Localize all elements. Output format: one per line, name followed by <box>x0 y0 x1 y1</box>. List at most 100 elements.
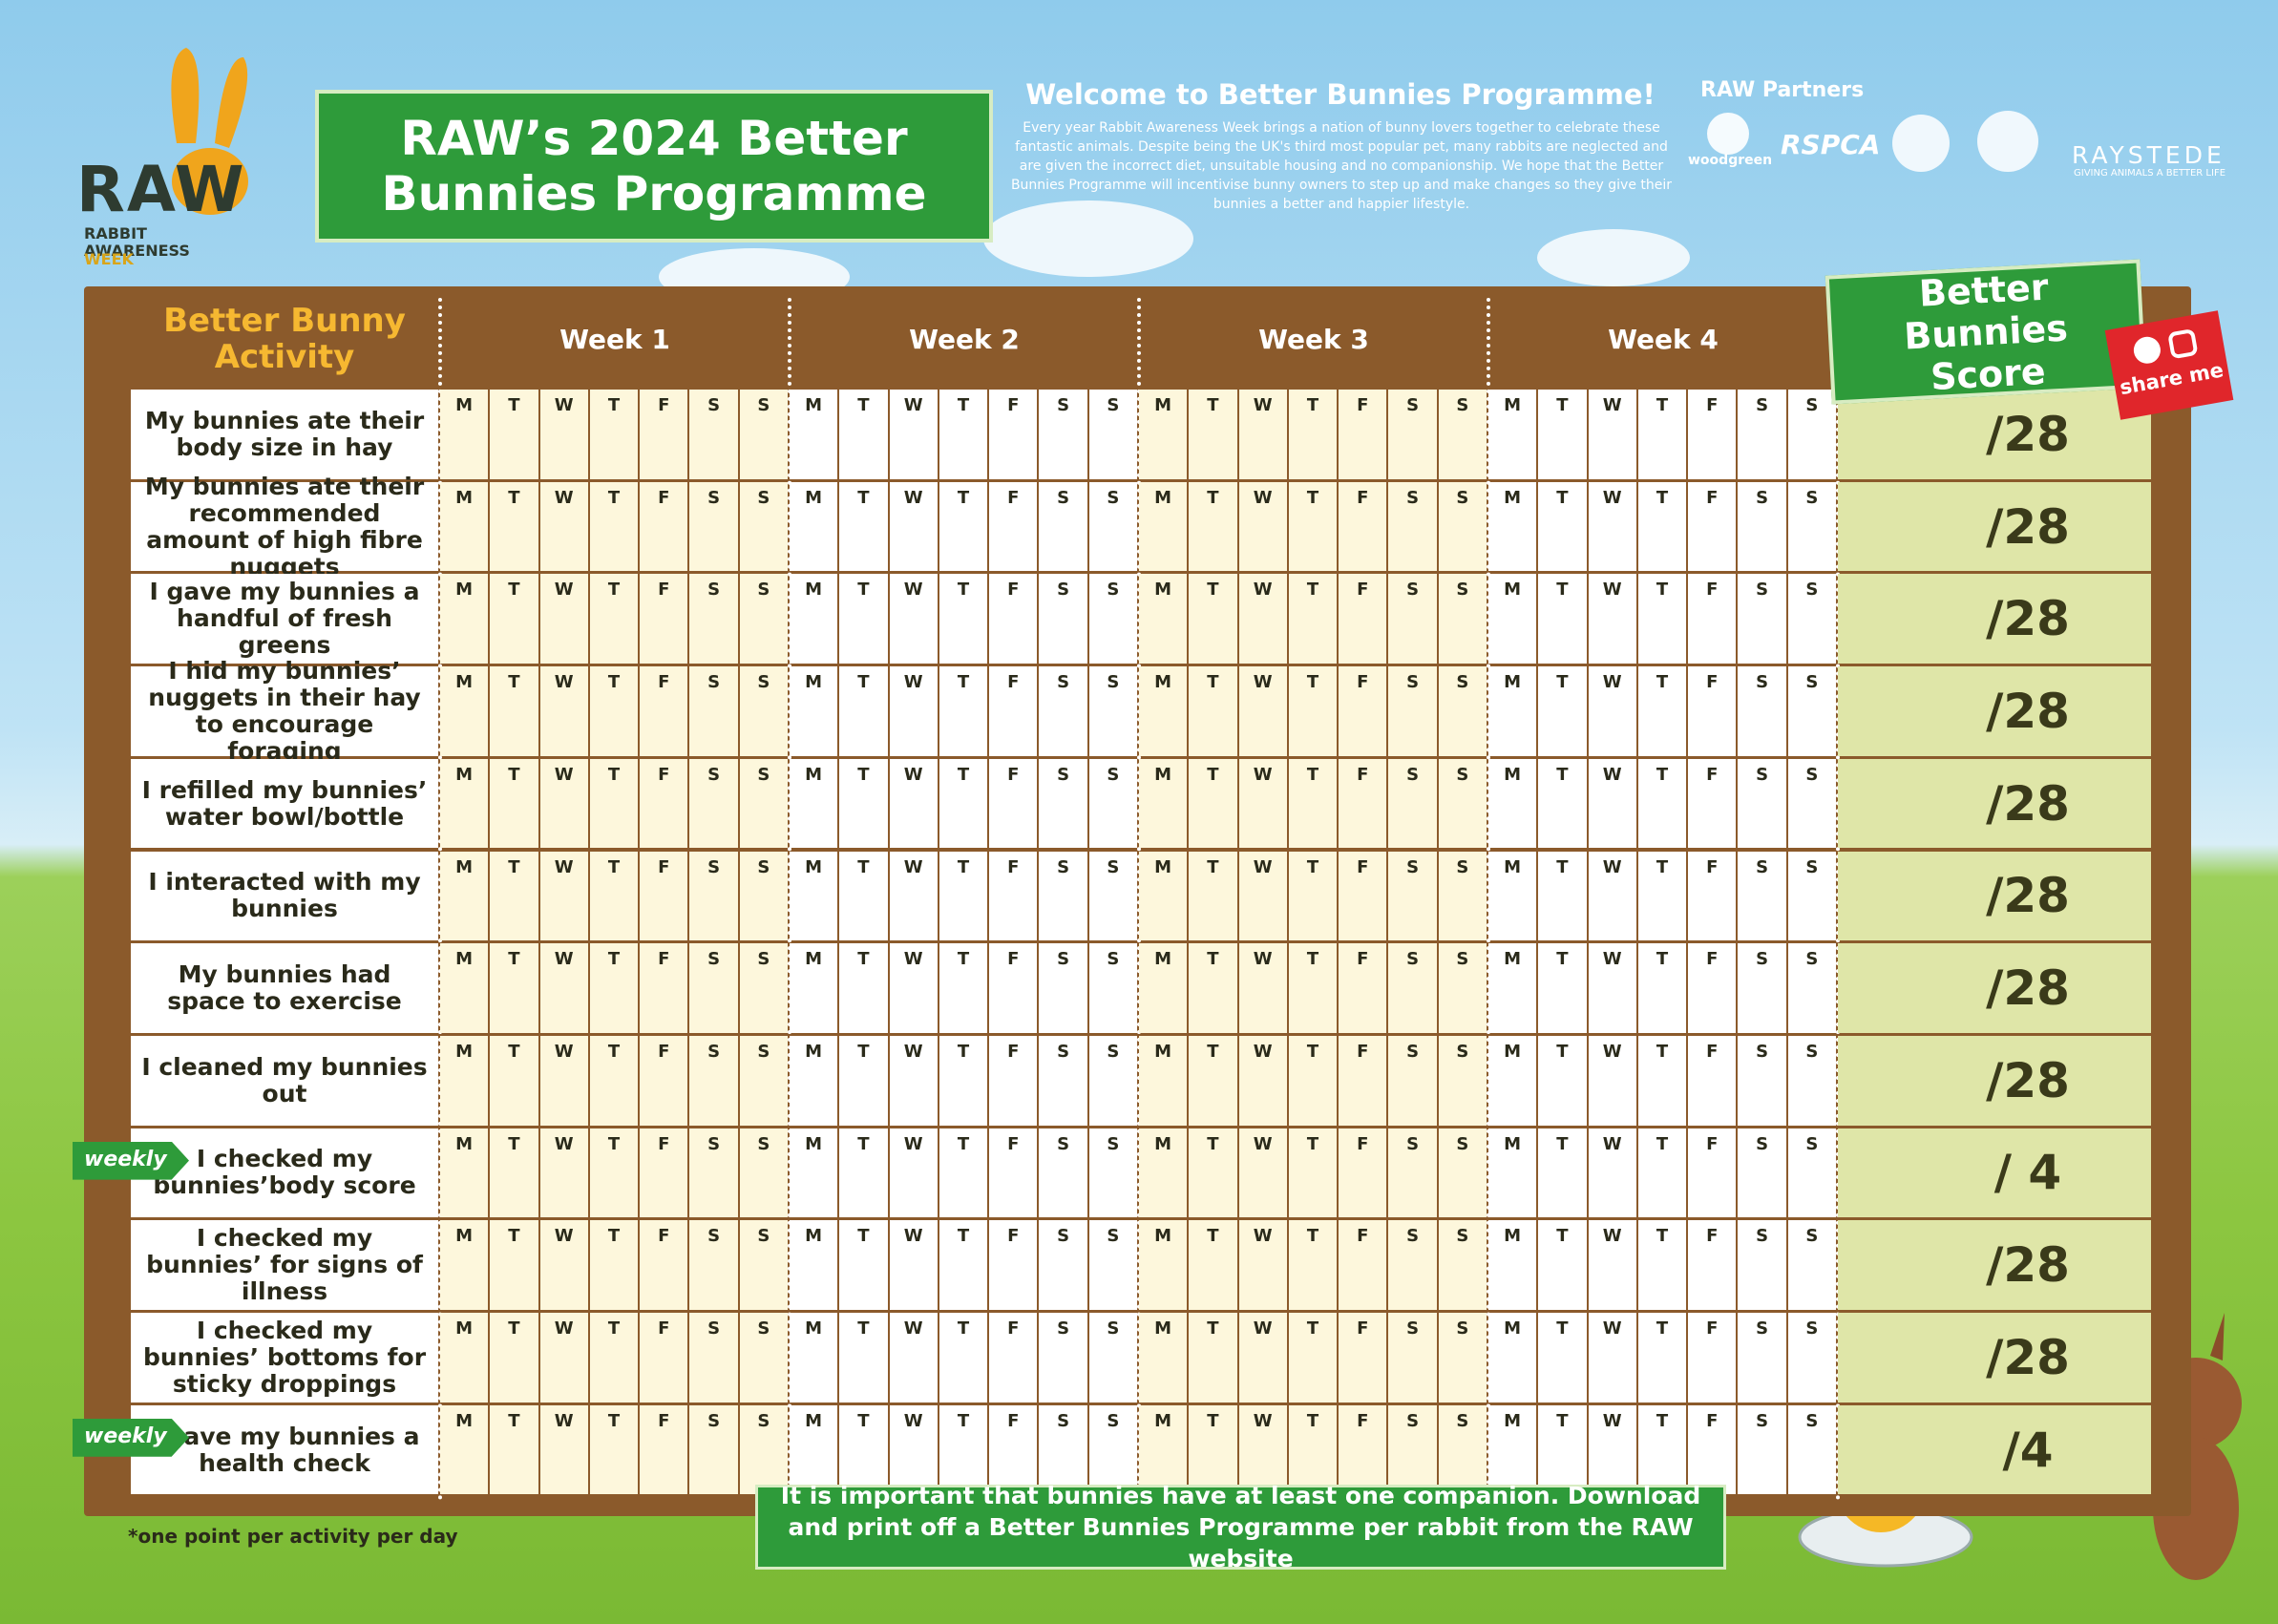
day-cell: T <box>939 1220 988 1310</box>
day-cell: M <box>1488 1220 1537 1310</box>
score-cell: /28 <box>1838 943 2151 1033</box>
day-cell: S <box>1738 758 1786 849</box>
day-cell: W <box>1238 574 1287 664</box>
day-cell: S <box>689 1220 738 1310</box>
day-cell: F <box>1688 943 1737 1033</box>
day-cell: T <box>490 943 538 1033</box>
day-cell: T <box>490 481 538 572</box>
day-cell: S <box>1039 390 1087 479</box>
day-cell: T <box>589 943 639 1033</box>
day-cell: W <box>1238 1035 1287 1126</box>
day-cell: T <box>1288 666 1338 756</box>
day-cell: T <box>1189 666 1237 756</box>
day-cell: T <box>490 666 538 756</box>
day-cell: F <box>640 1404 688 1495</box>
day-cell: T <box>939 574 988 664</box>
day-cell: T <box>1538 1035 1587 1126</box>
day-cell: F <box>989 1128 1038 1218</box>
day-cell: W <box>539 1404 588 1495</box>
day-cell: W <box>1588 758 1636 849</box>
day-cell: T <box>490 851 538 941</box>
day-cell: T <box>1538 390 1587 479</box>
day-cell: S <box>689 1313 738 1403</box>
week-header: Week 3 <box>1258 323 1369 355</box>
day-cell: S <box>1039 481 1087 572</box>
day-cell: T <box>1538 574 1587 664</box>
day-cell: S <box>1438 666 1487 756</box>
day-cell: M <box>790 943 838 1033</box>
banner: It is important that bunnies have at lea… <box>755 1482 1726 1572</box>
day-cell: T <box>589 481 639 572</box>
day-cell: S <box>1438 481 1487 572</box>
day-cell: M <box>1488 758 1537 849</box>
day-cell: F <box>1339 943 1387 1033</box>
day-cell: S <box>1438 851 1487 941</box>
day-cell: W <box>889 1313 938 1403</box>
day-cell: S <box>1438 758 1487 849</box>
day-cell: T <box>1288 851 1338 941</box>
day-cell: S <box>1787 851 1836 941</box>
day-cell: S <box>1388 758 1437 849</box>
day-cell: W <box>1588 1313 1636 1403</box>
score-cell: /28 <box>1838 481 2151 572</box>
day-cell: S <box>1088 851 1137 941</box>
day-cell: T <box>1189 1128 1237 1218</box>
day-cell: F <box>1339 574 1387 664</box>
day-cell: F <box>989 1404 1038 1495</box>
day-cell: S <box>689 390 738 479</box>
day-cell: T <box>589 1128 639 1218</box>
day-cell: T <box>1637 758 1687 849</box>
day-cell: M <box>1139 1313 1188 1403</box>
day-cell: W <box>539 1128 588 1218</box>
day-cell: S <box>1039 1035 1087 1126</box>
day-cell: M <box>790 481 838 572</box>
day-cell: S <box>1787 574 1836 664</box>
day-cell: M <box>1488 574 1537 664</box>
day-cell: W <box>1238 666 1287 756</box>
day-cell: T <box>939 1313 988 1403</box>
day-cell: W <box>889 574 938 664</box>
day-cell: M <box>1488 943 1537 1033</box>
day-cell: S <box>1039 574 1087 664</box>
score-cell: /28 <box>1838 390 2151 479</box>
day-cell: M <box>1488 1313 1537 1403</box>
week-header: Week 2 <box>909 323 1020 355</box>
day-cell: S <box>1388 1128 1437 1218</box>
day-cell: S <box>1388 1035 1437 1126</box>
day-cell: S <box>739 1313 788 1403</box>
day-cell: W <box>1238 1220 1287 1310</box>
day-cell: S <box>689 851 738 941</box>
day-cell: T <box>939 390 988 479</box>
day-cell: W <box>889 1128 938 1218</box>
day-cell: M <box>1139 390 1188 479</box>
day-cell: S <box>1088 1404 1137 1495</box>
activity-cell: I checked my bunnies’ bottoms for sticky… <box>131 1313 438 1403</box>
day-cell: M <box>440 574 489 664</box>
day-cell: S <box>1438 1313 1487 1403</box>
weekly-tag: weekly <box>73 1418 189 1457</box>
day-cell: M <box>1139 758 1188 849</box>
day-cell: S <box>1438 574 1487 664</box>
day-cell: F <box>1688 1404 1737 1495</box>
day-cell: F <box>1339 851 1387 941</box>
day-cell: T <box>839 666 888 756</box>
day-cell: F <box>989 1313 1038 1403</box>
activity-cell: My bunnies ate their body size in hay <box>131 390 438 479</box>
day-cell: W <box>889 943 938 1033</box>
day-cell: F <box>1688 851 1737 941</box>
day-cell: W <box>1588 1035 1636 1126</box>
day-cell: S <box>1388 1404 1437 1495</box>
day-cell: T <box>589 1220 639 1310</box>
day-cell: F <box>1339 758 1387 849</box>
day-cell: F <box>1688 1035 1737 1126</box>
day-cell: T <box>1189 574 1237 664</box>
day-cell: S <box>1738 1404 1786 1495</box>
day-cell: M <box>1139 574 1188 664</box>
day-cell: T <box>1637 481 1687 572</box>
day-cell: F <box>989 943 1038 1033</box>
day-cell: T <box>1637 1404 1687 1495</box>
day-cell: T <box>1538 758 1587 849</box>
day-cell: M <box>790 1035 838 1126</box>
day-cell: F <box>1688 481 1737 572</box>
day-cell: F <box>1688 1128 1737 1218</box>
